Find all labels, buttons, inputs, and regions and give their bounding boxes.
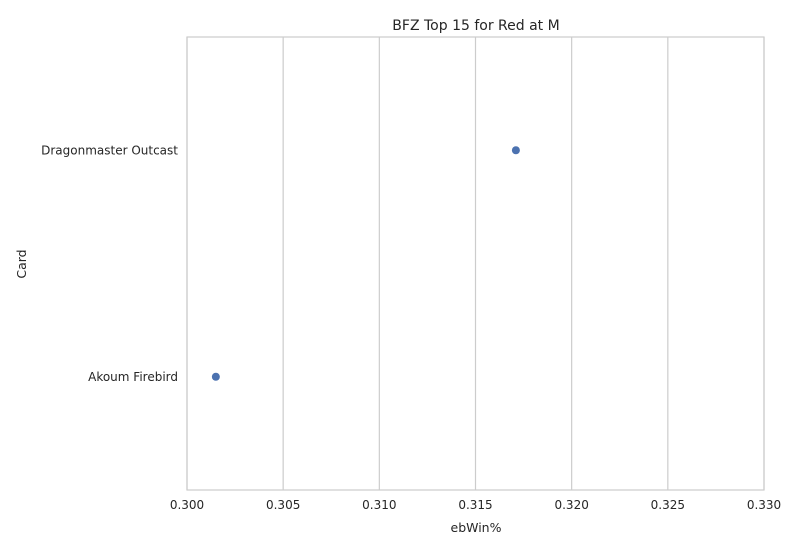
x-tick-label: 0.300 bbox=[170, 498, 204, 512]
x-tick-label: 0.320 bbox=[554, 498, 588, 512]
data-points bbox=[211, 146, 520, 381]
grid-lines bbox=[186, 37, 765, 490]
data-point bbox=[511, 146, 520, 155]
x-tick-label: 0.325 bbox=[651, 498, 685, 512]
x-tick-label: 0.330 bbox=[747, 498, 781, 512]
x-tick-label: 0.310 bbox=[362, 498, 396, 512]
chart-title: BFZ Top 15 for Red at M bbox=[392, 18, 559, 34]
y-tick-labels: Dragonmaster Outcast Akoum Firebird bbox=[41, 143, 178, 384]
x-axis-label: ebWin% bbox=[451, 520, 502, 535]
y-tick-label: Akoum Firebird bbox=[88, 370, 178, 384]
x-tick-label: 0.305 bbox=[266, 498, 300, 512]
x-tick-label: 0.315 bbox=[458, 498, 492, 512]
plot-frame bbox=[186, 36, 765, 491]
x-tick-labels: 0.300 0.305 0.310 0.315 0.320 0.325 0.330 bbox=[170, 498, 781, 512]
y-tick-label: Dragonmaster Outcast bbox=[41, 143, 178, 157]
data-point bbox=[211, 372, 220, 381]
y-axis-label: Card bbox=[14, 249, 29, 278]
